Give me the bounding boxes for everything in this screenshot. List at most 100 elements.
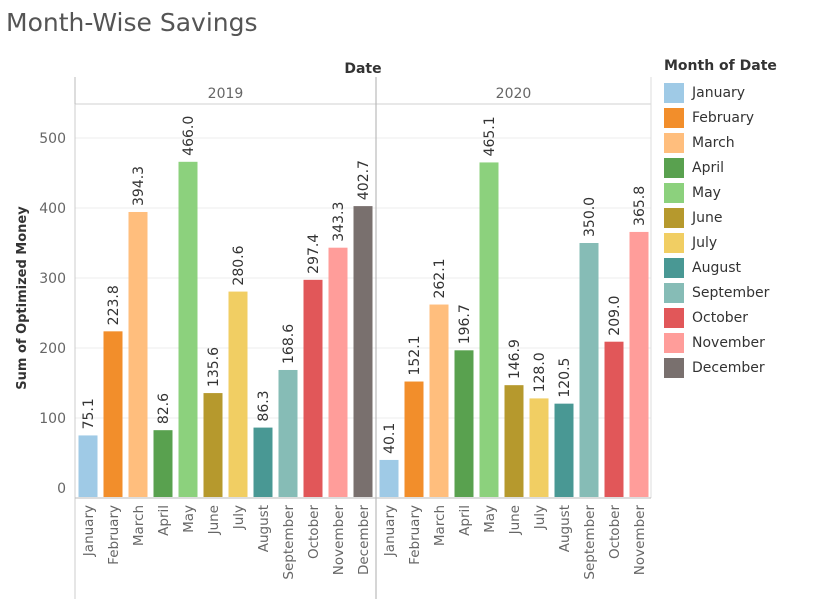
bar-2020-june [504,385,524,497]
legend-item-september[interactable]: September [664,280,834,305]
legend-label: September [692,284,770,301]
x-tick-label-2020-april: April [457,505,473,536]
legend-title: Month of Date [664,58,777,74]
data-label-2020-november: 365.8 [632,186,648,226]
legend-label: October [692,309,749,326]
x-tick-label-2019-may: May [181,505,197,533]
legend-swatch [664,257,684,278]
x-tick-label-2019-january: January [81,505,97,557]
x-tick-label-2020-november: November [632,505,648,576]
x-tick-label-2020-march: March [432,505,448,546]
bar-2020-september [579,243,599,497]
data-label-2019-march: 394.3 [131,166,147,206]
legend-item-december[interactable]: December [664,355,834,380]
bar-2020-march [429,304,449,497]
legend-label: August [692,259,741,276]
data-label-2020-march: 262.1 [432,258,448,298]
legend-item-july[interactable]: July [664,230,834,255]
bar-2019-january [78,435,98,497]
bar-2020-november [629,231,649,497]
legend-item-may[interactable]: May [664,180,834,205]
bar-2020-april [454,350,474,497]
column-header-label: Date [344,61,381,77]
bar-2019-march [128,211,148,498]
legend-swatch [664,157,684,178]
bar-chart: Date 0 100 200 300 400 500 Sum of Optimized Mon… [15,61,652,599]
legend-items: January February March April May June July Augu… [664,80,834,380]
legend-item-march[interactable]: March [664,130,834,155]
bar-2019-may [178,161,198,498]
x-tick-label-2019-september: September [281,505,297,580]
legend-item-august[interactable]: August [664,255,834,280]
data-label-2019-may: 466.0 [181,116,197,156]
x-tick-label-2020-july: July [532,505,548,530]
legend-item-january[interactable]: January [664,80,834,105]
legend-label: April [692,159,724,176]
x-tick-label-2019-march: March [131,505,147,546]
x-tick-label-2019-july: July [231,505,247,530]
data-label-2019-september: 168.6 [281,324,297,364]
legend-swatch [664,107,684,128]
y-tick-label: 500 [39,131,66,147]
x-tick-label-2020-september: September [582,505,598,580]
x-tick-label-2020-june: June [507,505,523,535]
data-label-2019-january: 75.1 [81,398,97,429]
data-label-2020-august: 120.5 [557,358,573,398]
legend-item-november[interactable]: November [664,330,834,355]
y-tick-label: 0 [57,481,66,497]
data-label-2020-february: 152.1 [407,335,423,375]
legend-swatch [664,232,684,253]
bar-2019-september [278,369,298,497]
bar-2019-june [203,393,223,497]
y-tick-label: 200 [39,341,66,357]
bar-2019-december [353,206,373,498]
bar-2019-april [153,430,173,497]
y-axis-label: Sum of Optimized Money [15,206,30,390]
legend-label: December [692,359,765,376]
x-tick-label-2020-october: October [607,505,623,559]
legend-item-june[interactable]: June [664,205,834,230]
legend-swatch [664,182,684,203]
legend-swatch [664,357,684,378]
data-label-2019-june: 135.6 [206,347,222,387]
data-label-2019-december: 402.7 [356,160,372,200]
legend-item-october[interactable]: October [664,305,834,330]
bar-2020-august [554,403,574,497]
y-tick-label: 300 [39,271,66,287]
legend-label: March [692,134,735,151]
legend-label: May [692,184,721,201]
x-tick-label-2019-october: October [306,505,322,559]
legend-label: November [692,334,765,351]
x-tick-label-2019-april: April [156,505,172,536]
data-label-2019-august: 86.3 [256,390,272,421]
data-label-2019-july: 280.6 [231,245,247,285]
legend-swatch [664,332,684,353]
y-tick-label: 400 [39,201,66,217]
bar-2019-august [253,427,273,497]
legend-item-april[interactable]: April [664,155,834,180]
x-tick-label-2020-august: August [557,505,573,552]
legend-label: June [692,209,723,226]
bar-2019-july [228,291,248,497]
data-label-2020-january: 40.1 [382,423,398,454]
data-label-2020-september: 350.0 [582,197,598,237]
bar-2020-may [479,162,499,497]
bar-2019-february [103,331,123,497]
x-tick-label-2019-august: August [256,505,272,552]
data-label-2020-april: 196.7 [457,304,473,344]
legend-swatch [664,207,684,228]
legend-label: January [692,84,746,101]
x-tick-label-2020-may: May [482,505,498,533]
bar-2019-october [303,279,323,497]
data-label-2020-october: 209.0 [607,296,623,336]
data-label-2020-may: 465.1 [482,116,498,156]
bar-2020-february [404,381,424,497]
data-label-2020-june: 146.9 [507,339,523,379]
bar-2019-november [328,247,348,497]
legend-swatch [664,132,684,153]
x-tick-label-2019-november: November [331,505,347,576]
bar-2020-october [604,341,624,497]
x-tick-label-2019-june: June [206,505,222,535]
legend-item-february[interactable]: February [664,105,834,130]
legend-swatch [664,307,684,328]
